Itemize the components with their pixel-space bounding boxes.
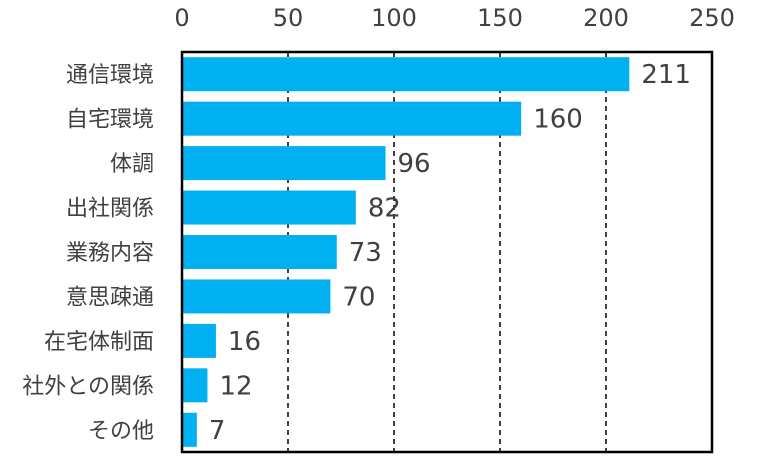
category-label: その他 xyxy=(88,419,154,444)
value-label: 73 xyxy=(349,238,382,268)
value-label: 82 xyxy=(368,194,401,224)
value-labels: 211 160 96 82 73 70 16 12 7 xyxy=(209,60,691,446)
bar xyxy=(182,235,337,269)
bar xyxy=(182,368,208,403)
x-tick-label: 250 xyxy=(689,4,735,32)
x-tick-label: 0 xyxy=(174,4,189,32)
x-tick-label: 150 xyxy=(477,4,523,32)
x-tick-labels: 0 50 100 150 200 250 xyxy=(174,4,735,32)
bar xyxy=(182,323,216,358)
x-tick-label: 200 xyxy=(583,4,629,32)
value-label: 16 xyxy=(228,327,261,357)
category-label: 通信環境 xyxy=(66,63,154,88)
value-label: 7 xyxy=(209,416,226,446)
bar-layer xyxy=(182,57,630,447)
x-tick-label: 50 xyxy=(273,4,304,32)
category-label: 業務内容 xyxy=(66,241,154,266)
value-label: 211 xyxy=(641,60,691,90)
category-label: 在宅体制面 xyxy=(44,330,154,355)
bar xyxy=(182,101,522,136)
bar xyxy=(182,279,331,314)
category-label: 出社関係 xyxy=(66,197,154,222)
category-label: 体調 xyxy=(110,152,154,177)
bar xyxy=(182,57,630,92)
bar xyxy=(182,190,356,225)
bar xyxy=(182,146,386,181)
value-label: 12 xyxy=(219,371,252,401)
category-label: 社外との関係 xyxy=(22,374,154,399)
category-label: 自宅環境 xyxy=(66,108,154,133)
value-label: 96 xyxy=(398,149,431,179)
category-label: 意思疎通 xyxy=(66,285,154,310)
plot-frame-layer xyxy=(180,50,714,454)
x-tick-label: 100 xyxy=(371,4,417,32)
bar xyxy=(182,412,197,447)
plot-frame xyxy=(180,50,714,454)
value-label: 70 xyxy=(342,282,375,312)
value-label: 160 xyxy=(533,105,583,135)
